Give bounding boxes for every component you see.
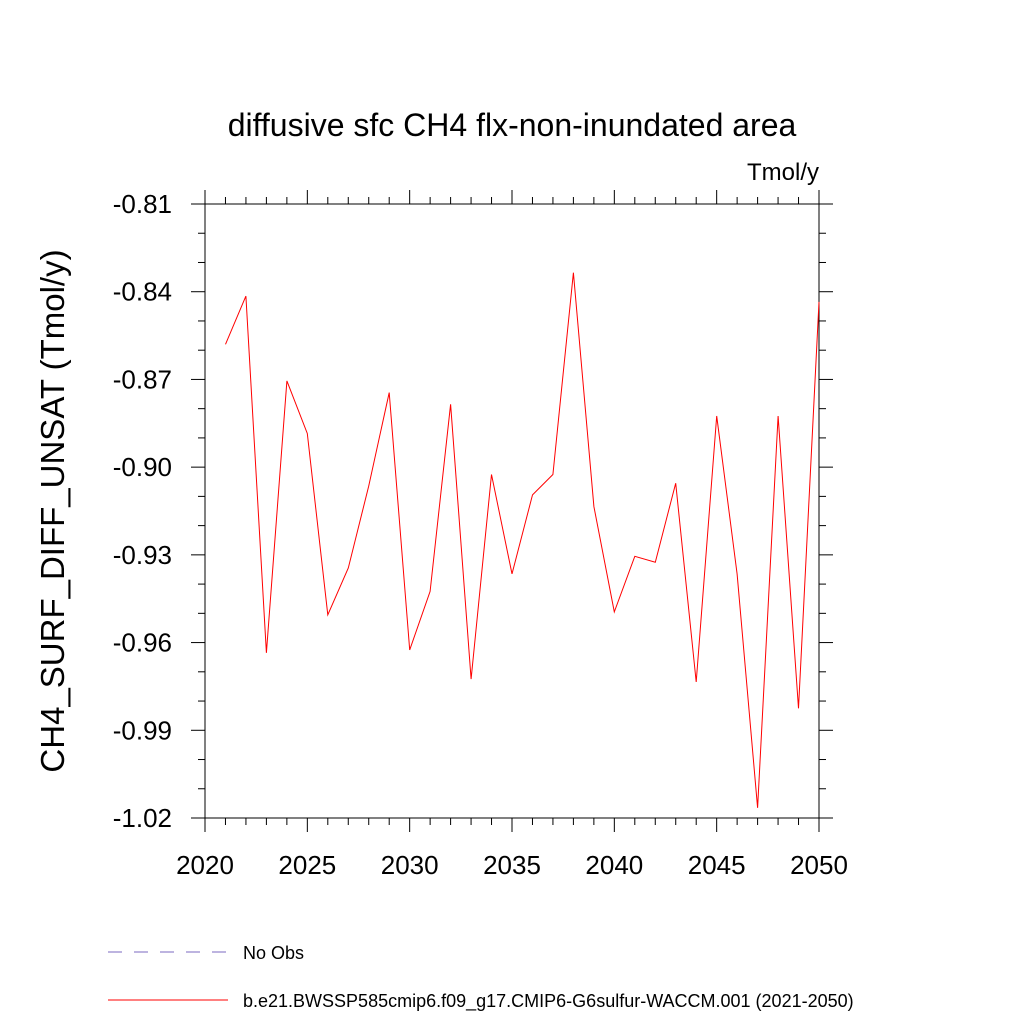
plot-frame (204, 203, 820, 819)
axes: 2020 2025 2030 2035 2040 2045 2050 -0.81 -0.84 -0… (113, 189, 848, 880)
x-tick-label: 2025 (278, 850, 336, 880)
y-tick-label: -0.96 (113, 628, 172, 658)
x-tick-label: 2045 (688, 850, 746, 880)
x-tick-label: 2030 (381, 850, 439, 880)
units-label: Tmol/y (747, 159, 819, 186)
x-tick-label: 2050 (790, 850, 848, 880)
y-tick-label: -0.99 (113, 715, 172, 745)
x-tick-label: 2040 (585, 850, 643, 880)
series-line (225, 272, 820, 808)
legend: No Obs b.e21.BWSSP585cmip6.f09_g17.CMIP6-… (108, 943, 854, 1012)
x-tick-label: 2020 (176, 850, 234, 880)
y-tick-label: -1.02 (113, 803, 172, 833)
y-tick-label: -0.81 (113, 189, 172, 219)
y-tick-label: -0.93 (113, 540, 172, 570)
plot-area (225, 272, 820, 808)
y-tick-label: -0.87 (113, 364, 172, 394)
x-tick-label: 2035 (483, 850, 541, 880)
legend-label: No Obs (243, 943, 304, 963)
y-tick-label: -0.90 (113, 452, 172, 482)
legend-label: b.e21.BWSSP585cmip6.f09_g17.CMIP6-G6sulf… (243, 991, 854, 1012)
y-axis-label: CH4_SURF_DIFF_UNSAT (Tmol/y) (34, 249, 71, 772)
y-tick-label: -0.84 (113, 277, 172, 307)
chart-title: diffusive sfc CH4 flx-non-inundated area (228, 107, 797, 143)
